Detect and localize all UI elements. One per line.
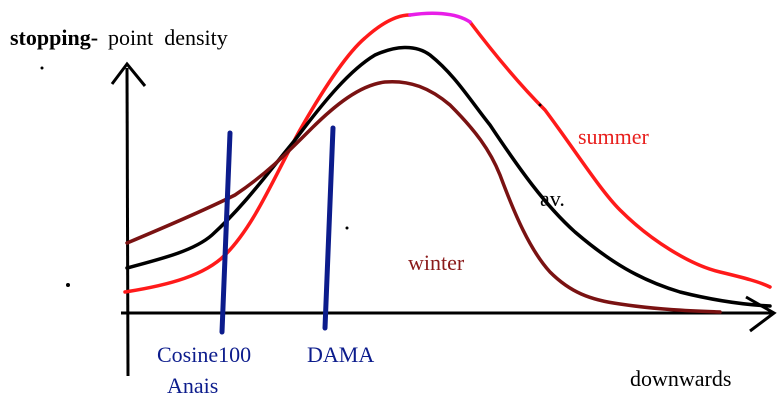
y-axis-label-bold: stopping- xyxy=(10,25,98,50)
winter-curve xyxy=(125,79,722,314)
dot xyxy=(66,283,70,287)
cosine100-line xyxy=(219,130,233,335)
x-axis-arrow xyxy=(745,295,777,333)
cosine100-label: Cosine100 xyxy=(157,342,251,367)
summer-label: summer xyxy=(578,124,650,149)
anais-label: Anais xyxy=(167,373,218,398)
winter-label: winter xyxy=(408,250,465,275)
y-axis-arrow xyxy=(110,61,147,87)
y-axis-label: point density xyxy=(108,25,228,50)
x-axis-label: downwards xyxy=(630,366,731,391)
dama-line xyxy=(322,125,336,331)
dot xyxy=(345,226,349,230)
dot xyxy=(538,103,542,107)
summer-peak xyxy=(408,11,472,24)
y-axis xyxy=(125,67,130,377)
dot xyxy=(40,66,44,70)
average-label: av. xyxy=(540,186,565,211)
average-curve xyxy=(125,45,772,308)
dama-label: DAMA xyxy=(307,342,374,367)
